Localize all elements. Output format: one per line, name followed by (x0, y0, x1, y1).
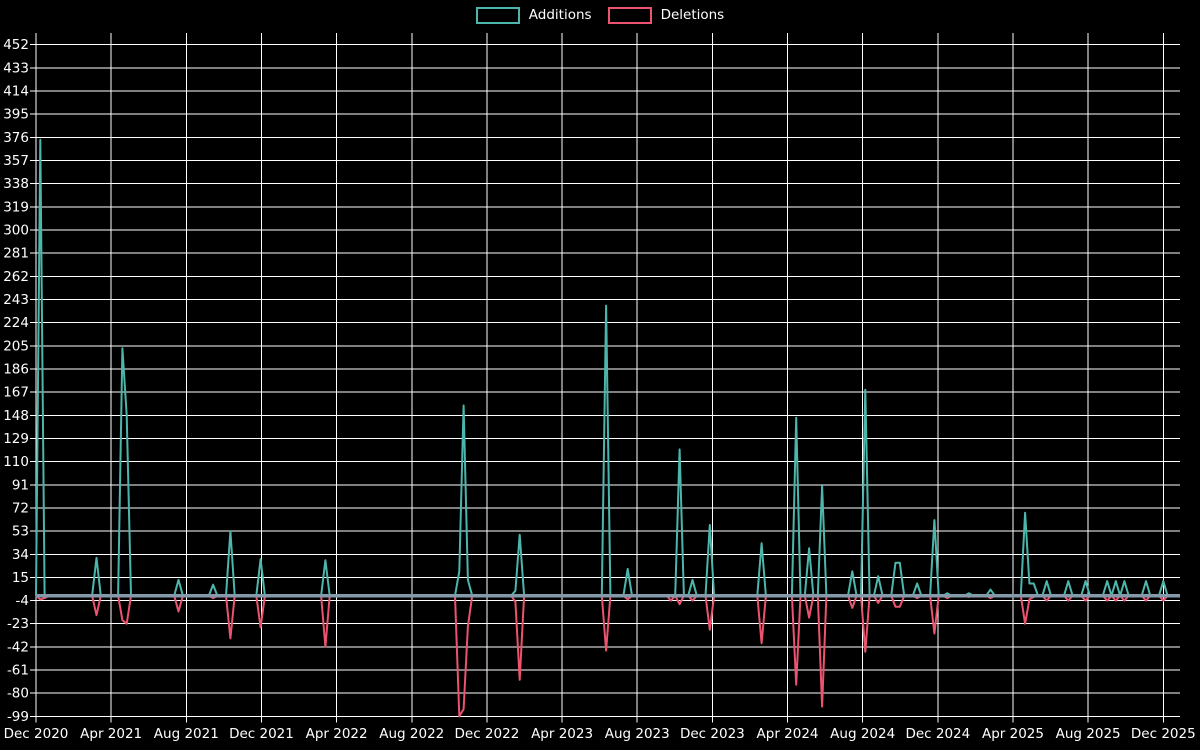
y-tick-label: 452 (3, 37, 29, 53)
x-tick-label: Dec 2024 (905, 726, 970, 742)
y-tick-label: 148 (3, 408, 29, 424)
y-tick-label: 167 (3, 385, 29, 401)
y-tick-label: 281 (3, 246, 29, 262)
x-tick-label: Dec 2025 (1131, 726, 1196, 742)
y-tick-label: 338 (3, 176, 29, 192)
x-tick-label: Aug 2022 (379, 726, 444, 742)
y-tick-label: 34 (12, 547, 29, 563)
y-tick-label: 91 (12, 477, 29, 493)
deletions-line (35, 594, 1169, 718)
y-tick-label: 15 (12, 570, 29, 586)
y-tick-label: -42 (7, 639, 29, 655)
x-tick-label: Aug 2025 (1056, 726, 1121, 742)
y-tick-label: 395 (3, 107, 29, 123)
y-tick-label: 433 (3, 60, 29, 76)
additions-line (35, 138, 1169, 597)
x-tick-label: Dec 2021 (229, 726, 294, 742)
y-tick-label: -4 (16, 593, 29, 609)
y-tick-label: -23 (7, 616, 29, 632)
x-tick-label: Aug 2023 (605, 726, 670, 742)
y-tick-label: 357 (3, 153, 29, 169)
y-tick-label: 319 (3, 199, 29, 215)
y-tick-label: 414 (3, 84, 29, 100)
y-tick-label: 205 (3, 338, 29, 354)
legend-label-deletions: Deletions (660, 7, 725, 23)
y-tick-label: 110 (3, 454, 29, 470)
x-tick-label: Dec 2023 (680, 726, 745, 742)
x-tick-label: Aug 2021 (154, 726, 219, 742)
y-tick-label: 376 (3, 130, 29, 146)
y-tick-label: 262 (3, 269, 29, 285)
y-tick-label: -61 (7, 663, 29, 679)
y-tick-label: -99 (7, 709, 29, 725)
x-tick-label: Apr 2024 (757, 726, 819, 742)
deletions-swatch-icon (607, 7, 652, 24)
x-tick-label: Apr 2025 (982, 726, 1044, 742)
y-tick-label: 243 (3, 292, 29, 308)
x-tick-label: Apr 2022 (306, 726, 368, 742)
legend-label-additions: Additions (528, 7, 592, 23)
x-tick-label: Apr 2021 (80, 726, 142, 742)
y-tick-label: 186 (3, 361, 29, 377)
y-tick-label: 53 (12, 524, 29, 540)
y-tick-label: 72 (12, 500, 29, 516)
legend-item-deletions[interactable]: Deletions (607, 7, 725, 24)
x-tick-label: Dec 2022 (455, 726, 520, 742)
y-tick-label: -80 (7, 686, 29, 702)
additions-swatch-icon (475, 7, 520, 24)
x-tick-label: Apr 2023 (531, 726, 593, 742)
y-tick-label: 129 (3, 431, 29, 447)
x-tick-label: Dec 2020 (4, 726, 69, 742)
y-tick-label: 300 (3, 222, 29, 238)
chart-legend: Additions Deletions (0, 7, 1200, 24)
y-tick-label: 224 (3, 315, 29, 331)
x-tick-label: Aug 2024 (830, 726, 895, 742)
legend-item-additions[interactable]: Additions (475, 7, 592, 24)
